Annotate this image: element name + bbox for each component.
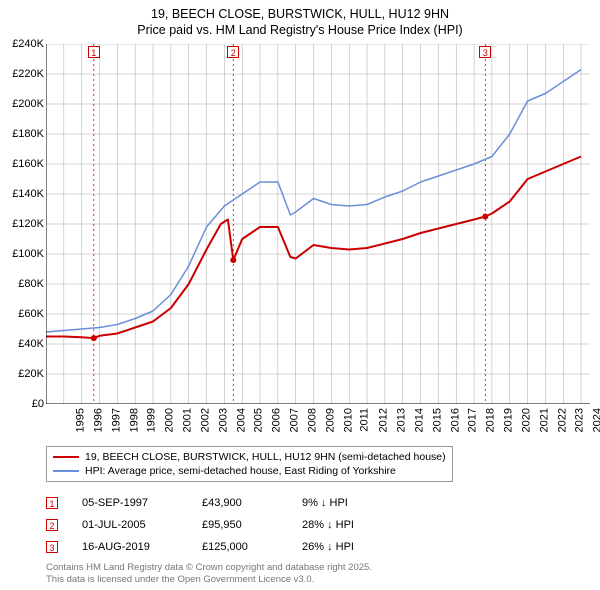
legend-swatch (53, 456, 79, 458)
y-tick-label: £60K (2, 308, 44, 320)
sales-price: £43,900 (202, 497, 292, 509)
legend-label: HPI: Average price, semi-detached house,… (85, 465, 396, 477)
y-tick-label: £100K (2, 248, 44, 260)
sales-marker: 1 (46, 497, 58, 509)
x-tick-label: 2023 (574, 408, 586, 432)
x-tick-label: 2013 (396, 408, 408, 432)
title-line-1: 19, BEECH CLOSE, BURSTWICK, HULL, HU12 9… (0, 6, 600, 22)
sales-marker: 2 (46, 519, 58, 531)
sales-row: 2 01-JUL-2005 £95,950 28% ↓ HPI (46, 514, 402, 536)
event-marker: 1 (88, 46, 100, 58)
x-tick-label: 2002 (199, 408, 211, 432)
y-tick-label: £120K (2, 218, 44, 230)
sales-pct: 9% ↓ HPI (302, 497, 402, 509)
legend: 19, BEECH CLOSE, BURSTWICK, HULL, HU12 9… (46, 446, 453, 482)
y-tick-label: £40K (2, 338, 44, 350)
x-tick-label: 1998 (128, 408, 140, 432)
title-line-2: Price paid vs. HM Land Registry's House … (0, 22, 600, 38)
x-tick-label: 2004 (235, 408, 247, 432)
x-tick-label: 2024 (592, 408, 600, 432)
x-tick-label: 1997 (110, 408, 122, 432)
x-tick-label: 2006 (271, 408, 283, 432)
x-tick-label: 1995 (74, 408, 86, 432)
y-tick-label: £240K (2, 38, 44, 50)
x-tick-label: 2011 (359, 408, 371, 432)
legend-swatch (53, 470, 79, 472)
x-tick-label: 1996 (92, 408, 104, 432)
sales-date: 16-AUG-2019 (82, 541, 192, 553)
chart-plot-area (46, 44, 590, 404)
x-tick-label: 2005 (253, 408, 265, 432)
x-tick-label: 2007 (289, 408, 301, 432)
sales-date: 05-SEP-1997 (82, 497, 192, 509)
x-tick-label: 2017 (467, 408, 479, 432)
footer: Contains HM Land Registry data © Crown c… (46, 562, 372, 586)
x-tick-label: 2021 (538, 408, 550, 432)
event-marker: 3 (479, 46, 491, 58)
x-tick-label: 2009 (324, 408, 336, 432)
event-marker: 2 (227, 46, 239, 58)
chart-container: 19, BEECH CLOSE, BURSTWICK, HULL, HU12 9… (0, 0, 600, 590)
sales-date: 01-JUL-2005 (82, 519, 192, 531)
x-tick-label: 2016 (449, 408, 461, 432)
x-tick-label: 2020 (520, 408, 532, 432)
x-tick-label: 2018 (485, 408, 497, 432)
sales-pct: 28% ↓ HPI (302, 519, 402, 531)
x-tick-label: 2012 (378, 408, 390, 432)
x-tick-label: 2001 (182, 408, 194, 432)
y-tick-label: £200K (2, 98, 44, 110)
legend-label: 19, BEECH CLOSE, BURSTWICK, HULL, HU12 9… (85, 451, 446, 463)
y-tick-label: £80K (2, 278, 44, 290)
footer-line-1: Contains HM Land Registry data © Crown c… (46, 562, 372, 574)
y-tick-label: £180K (2, 128, 44, 140)
x-tick-label: 2010 (342, 408, 354, 432)
footer-line-2: This data is licensed under the Open Gov… (46, 574, 372, 586)
sales-pct: 26% ↓ HPI (302, 541, 402, 553)
sales-row: 3 16-AUG-2019 £125,000 26% ↓ HPI (46, 536, 402, 558)
x-tick-label: 2022 (556, 408, 568, 432)
x-tick-label: 2003 (217, 408, 229, 432)
title-block: 19, BEECH CLOSE, BURSTWICK, HULL, HU12 9… (0, 0, 600, 41)
x-tick-label: 2000 (164, 408, 176, 432)
y-tick-label: £140K (2, 188, 44, 200)
sales-table: 1 05-SEP-1997 £43,900 9% ↓ HPI 2 01-JUL-2005 £… (46, 492, 402, 558)
sales-price: £95,950 (202, 519, 292, 531)
y-tick-label: £0 (2, 398, 44, 410)
x-tick-label: 2008 (306, 408, 318, 432)
legend-item: 19, BEECH CLOSE, BURSTWICK, HULL, HU12 9… (53, 450, 446, 464)
y-tick-label: £20K (2, 368, 44, 380)
y-tick-label: £220K (2, 68, 44, 80)
sales-row: 1 05-SEP-1997 £43,900 9% ↓ HPI (46, 492, 402, 514)
x-tick-label: 1999 (146, 408, 158, 432)
sales-marker: 3 (46, 541, 58, 553)
y-tick-label: £160K (2, 158, 44, 170)
chart-svg (46, 44, 590, 404)
x-tick-label: 2019 (503, 408, 515, 432)
x-tick-label: 2015 (431, 408, 443, 432)
sales-price: £125,000 (202, 541, 292, 553)
x-tick-label: 2014 (413, 408, 425, 432)
legend-item: HPI: Average price, semi-detached house,… (53, 464, 446, 478)
